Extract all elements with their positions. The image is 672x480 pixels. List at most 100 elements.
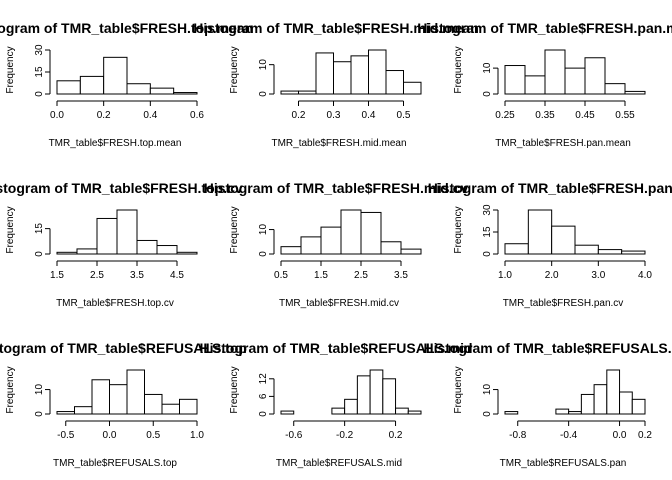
x-tick-label: 0.0 xyxy=(103,430,117,441)
y-tick-label: 0 xyxy=(258,91,269,97)
histogram-bar xyxy=(96,217,118,255)
y-tick-label: 10 xyxy=(482,384,493,396)
y-axis-label: Frequency xyxy=(453,366,464,413)
x-tick-label: 0.55 xyxy=(615,110,635,121)
x-axis-label: TMR_table$FRESH.pan.cv xyxy=(503,298,624,309)
histogram-bar xyxy=(606,369,621,415)
histogram-bar xyxy=(156,245,178,255)
histogram-bar xyxy=(76,248,98,255)
y-tick-label: 0 xyxy=(258,251,269,257)
x-tick-label: 0.5 xyxy=(274,270,288,281)
x-tick-label: 0.45 xyxy=(575,110,595,121)
histogram-bar xyxy=(524,75,546,95)
histogram-panel: Histogram of TMR_table$REFUSALS.mid -0.6 -… xyxy=(199,340,472,469)
x-axis-label: TMR_table$REFUSALS.pan xyxy=(500,458,627,469)
x-axis-label: TMR_table$FRESH.top.cv xyxy=(56,298,174,309)
histogram-bar xyxy=(126,369,145,415)
histogram-bar xyxy=(564,67,586,95)
y-axis-label: Frequency xyxy=(453,206,464,253)
x-axis-label: TMR_table$REFUSALS.mid xyxy=(276,458,402,469)
histogram-bar xyxy=(597,249,623,255)
histogram-bar xyxy=(320,226,342,255)
x-tick-label: -0.5 xyxy=(57,430,75,441)
histogram-bar xyxy=(380,241,402,255)
histogram-bar xyxy=(179,398,198,415)
histogram-bar xyxy=(331,407,346,415)
histogram-bar xyxy=(385,70,404,95)
x-tick-label: 0.2 xyxy=(389,430,403,441)
histogram-panel: Histogram of TMR_table$FRESH.top.mean 0.0… xyxy=(0,20,253,149)
histogram-bar xyxy=(315,52,334,95)
histogram-bar xyxy=(407,410,422,415)
y-axis-label: Frequency xyxy=(5,366,16,413)
histogram-bar xyxy=(619,391,633,415)
y-tick-label: 10 xyxy=(258,224,269,236)
histogram-bar xyxy=(504,411,519,415)
histogram-bar xyxy=(109,384,128,415)
x-tick-label: 1.5 xyxy=(314,270,328,281)
histogram-bar xyxy=(161,403,180,415)
y-tick-label: 12 xyxy=(258,373,269,385)
histogram-bar xyxy=(604,83,626,95)
x-tick-label: -0.2 xyxy=(336,430,354,441)
histogram-panel: Histogram of TMR_table$REFUSALS.top -0.5 0… xyxy=(0,340,247,469)
histogram-bar xyxy=(593,384,608,415)
y-tick-label: 15 xyxy=(34,223,45,235)
x-tick-label: 3.5 xyxy=(394,270,408,281)
histogram-bar xyxy=(360,211,382,255)
y-tick-label: 15 xyxy=(482,226,493,238)
y-tick-label: 0 xyxy=(258,411,269,417)
x-tick-label: 0.4 xyxy=(362,110,376,121)
histogram-panel: Histogram of TMR_table$FRESH.mid.cv 0.5 1.… xyxy=(204,180,469,309)
chart-title: Histogram of TMR_table$FRESH.mid.cv xyxy=(204,180,469,196)
x-tick-label: -0.6 xyxy=(285,430,303,441)
histogram-bar xyxy=(91,379,110,415)
histogram-bar xyxy=(350,55,369,95)
chart-title: Histogram of TMR_table$REFUSALS.top xyxy=(0,340,247,356)
y-tick-label: 0 xyxy=(34,251,45,257)
chart-title: Histogram of TMR_table$REFUSALS.pan xyxy=(423,340,672,356)
histogram-bar xyxy=(580,393,595,415)
x-tick-label: 3.0 xyxy=(591,270,605,281)
x-tick-label: 0.2 xyxy=(638,430,652,441)
histogram-panel: Histogram of TMR_table$FRESH.pan.mean 0.2… xyxy=(417,20,672,149)
histogram-bar xyxy=(56,251,78,255)
histogram-bar xyxy=(340,209,362,255)
histogram-panel: Histogram of TMR_table$FRESH.top.cv 1.5 2.… xyxy=(0,180,243,309)
y-tick-label: 0 xyxy=(34,411,45,417)
x-tick-label: 2.0 xyxy=(545,270,559,281)
x-tick-label: 1.5 xyxy=(50,270,64,281)
y-axis-label: Frequency xyxy=(229,366,240,413)
y-tick-label: 30 xyxy=(482,204,493,216)
histogram-bar xyxy=(504,65,526,95)
chart-title: Histogram of TMR_table$FRESH.mid.mean xyxy=(193,20,479,36)
y-tick-label: 6 xyxy=(258,393,269,399)
chart-title: Histogram of TMR_table$FRESH.top.cv xyxy=(0,180,243,196)
histogram-bar xyxy=(176,251,198,255)
histogram-bar xyxy=(136,239,158,255)
x-tick-label: 2.5 xyxy=(354,270,368,281)
histogram-bar xyxy=(344,398,358,415)
y-tick-label: 10 xyxy=(482,62,493,74)
histogram-bar xyxy=(144,393,163,415)
histogram-bar xyxy=(504,243,529,255)
x-axis-label: TMR_table$FRESH.mid.mean xyxy=(271,138,406,149)
x-tick-label: 0.4 xyxy=(143,110,157,121)
y-axis-label: Frequency xyxy=(5,46,16,93)
x-tick-label: 0.3 xyxy=(327,110,341,121)
x-tick-label: 0.35 xyxy=(535,110,555,121)
histogram-bar xyxy=(56,80,81,95)
y-tick-label: 15 xyxy=(34,66,45,78)
y-axis-label: Frequency xyxy=(229,46,240,93)
histogram-bar xyxy=(116,209,138,255)
histogram-bar xyxy=(280,410,295,415)
x-axis-label: TMR_table$FRESH.pan.mean xyxy=(495,138,631,149)
histogram-panel: Histogram of TMR_table$FRESH.pan.cv 1.0 2.… xyxy=(428,180,672,309)
histogram-panel: Histogram of TMR_table$REFUSALS.pan -0.8 -… xyxy=(423,340,672,469)
y-tick-label: 10 xyxy=(34,384,45,396)
y-tick-label: 30 xyxy=(34,44,45,56)
histogram-bar xyxy=(173,92,198,95)
y-tick-label: 0 xyxy=(482,411,493,417)
histogram-bar xyxy=(624,90,646,95)
